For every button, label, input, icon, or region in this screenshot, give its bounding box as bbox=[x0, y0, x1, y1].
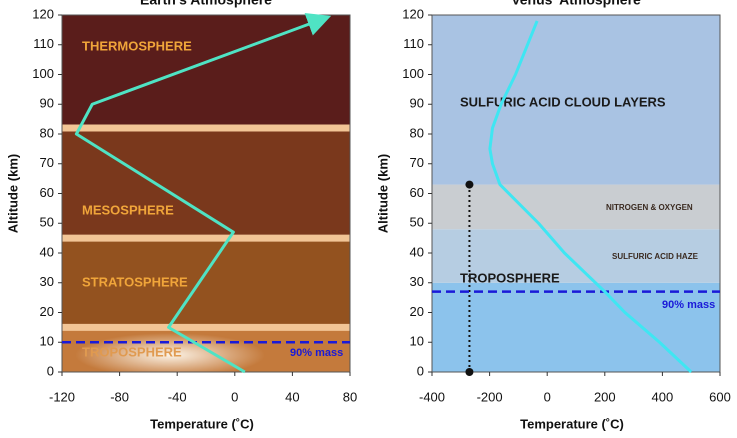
mass-label: 90% mass bbox=[290, 347, 343, 359]
x-tick-label: -80 bbox=[110, 389, 129, 404]
y-tick-label: 80 bbox=[410, 125, 424, 140]
chart-title: Venus' Atmosphere bbox=[511, 0, 641, 8]
layer-label: TROPOSPHERE bbox=[460, 270, 560, 285]
x-tick-label: -40 bbox=[168, 389, 187, 404]
y-axis-title: Altitude (km) bbox=[375, 154, 390, 233]
y-tick-label: 30 bbox=[40, 274, 54, 289]
layer-label: STRATOSPHERE bbox=[82, 274, 188, 289]
layer-label: THERMOSPHERE bbox=[82, 38, 192, 53]
mass-label: 90% mass bbox=[662, 299, 715, 311]
y-tick-label: 40 bbox=[410, 244, 424, 259]
y-tick-label: 10 bbox=[410, 334, 424, 349]
y-tick-label: 20 bbox=[410, 304, 424, 319]
y-tick-label: 20 bbox=[40, 304, 54, 319]
x-axis-title: Temperature (˚C) bbox=[520, 416, 624, 431]
y-tick-label: 110 bbox=[403, 36, 424, 51]
marker-dot bbox=[465, 368, 474, 376]
x-tick-label: 400 bbox=[652, 389, 674, 404]
x-tick-label: 80 bbox=[343, 389, 357, 404]
y-tick-label: 50 bbox=[410, 215, 424, 230]
layer-label: NITROGEN & OXYGEN bbox=[606, 203, 693, 212]
y-axis-title: Altitude (km) bbox=[5, 154, 20, 233]
y-tick-label: 50 bbox=[40, 215, 54, 230]
x-axis-title: Temperature (˚C) bbox=[150, 416, 254, 431]
y-tick-label: 80 bbox=[40, 125, 54, 140]
marker-dot bbox=[465, 180, 474, 189]
y-tick-label: 0 bbox=[47, 363, 54, 378]
layer-background bbox=[432, 184, 720, 230]
layer-background bbox=[432, 282, 720, 372]
y-tick-label: 60 bbox=[410, 185, 424, 200]
x-tick-label: 200 bbox=[594, 389, 616, 404]
y-tick-label: 120 bbox=[32, 6, 54, 21]
layer-background bbox=[62, 15, 350, 129]
x-tick-label: -120 bbox=[49, 389, 75, 404]
temperature-line bbox=[74, 12, 332, 374]
x-tick-label: 0 bbox=[231, 389, 238, 404]
y-tick-label: 90 bbox=[410, 96, 424, 111]
x-tick-label: 600 bbox=[709, 389, 731, 404]
layer-background bbox=[432, 229, 720, 283]
layer-label: MESOSPHERE bbox=[82, 202, 174, 217]
y-tick-label: 110 bbox=[33, 36, 54, 51]
y-tick-label: 30 bbox=[410, 274, 424, 289]
y-tick-label: 10 bbox=[40, 334, 54, 349]
y-tick-label: 40 bbox=[40, 244, 54, 259]
cloud bbox=[75, 333, 265, 377]
y-tick-label: 60 bbox=[40, 185, 54, 200]
y-tick-label: 90 bbox=[40, 96, 54, 111]
y-tick-label: 70 bbox=[40, 155, 54, 170]
layer-background bbox=[62, 128, 350, 239]
layer-label: SULFURIC ACID CLOUD LAYERS bbox=[460, 94, 666, 109]
y-tick-label: 100 bbox=[402, 66, 424, 81]
layer-background bbox=[432, 15, 720, 185]
x-tick-label: 0 bbox=[544, 389, 551, 404]
chart-title: Earth's Atmosphere bbox=[140, 0, 272, 8]
layer-label: SULFURIC ACID HAZE bbox=[612, 252, 699, 261]
y-tick-label: 120 bbox=[402, 6, 424, 21]
layer-label: TROPOSPHERE bbox=[82, 344, 182, 359]
temperature-line bbox=[488, 20, 693, 374]
x-tick-label: 40 bbox=[285, 389, 299, 404]
x-tick-label: -200 bbox=[477, 389, 503, 404]
y-tick-label: 70 bbox=[410, 155, 424, 170]
x-tick-label: -400 bbox=[419, 389, 445, 404]
y-tick-label: 100 bbox=[32, 66, 54, 81]
y-tick-label: 0 bbox=[417, 363, 424, 378]
layer-background bbox=[62, 238, 350, 328]
